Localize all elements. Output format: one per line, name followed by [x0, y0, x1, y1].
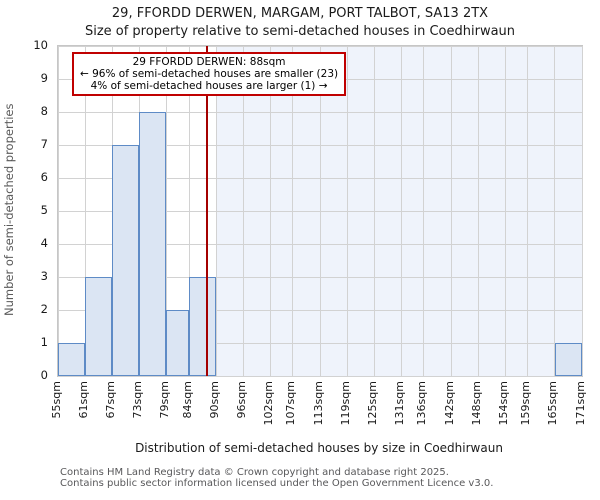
x-tick-label: 154sqm — [496, 381, 510, 426]
grid-line-vertical — [450, 46, 452, 376]
x-tick-label: 171sqm — [573, 381, 587, 426]
chart-subtitle: Size of property relative to semi-detach… — [84, 24, 516, 39]
grid-line-vertical — [242, 46, 244, 376]
histogram-bar — [85, 277, 113, 376]
grid-line-vertical — [346, 46, 348, 376]
y-tick-label: 8 — [40, 104, 48, 118]
grid-line-vertical — [319, 46, 321, 376]
x-tick-label: 55sqm — [49, 381, 63, 419]
y-tick-label: 6 — [40, 170, 48, 184]
x-tick-label: 73sqm — [130, 381, 144, 419]
x-tick-label: 165sqm — [546, 381, 560, 426]
plot-area: 29 FFORDD DERWEN: 88sqm ← 96% of semi-de… — [57, 45, 583, 377]
x-axis-title: Distribution of semi-detached houses by … — [135, 441, 503, 455]
grid-line-vertical — [292, 46, 294, 376]
x-tick-label: 61sqm — [76, 381, 90, 419]
annotation-line1: 29 FFORDD DERWEN: 88sqm — [132, 56, 286, 68]
x-tick-label: 67sqm — [103, 381, 117, 419]
x-tick-label: 113sqm — [311, 381, 325, 426]
y-tick-label: 3 — [40, 269, 48, 283]
chart-title: 29, FFORDD DERWEN, MARGAM, PORT TALBOT, … — [111, 6, 489, 21]
grid-line-vertical — [527, 46, 529, 376]
x-tick-label: 107sqm — [284, 381, 298, 426]
x-tick-label: 102sqm — [261, 381, 275, 426]
x-tick-label: 84sqm — [180, 381, 194, 419]
y-tick-label: 10 — [33, 38, 48, 52]
x-tick-label: 148sqm — [469, 381, 483, 426]
grid-line-vertical — [269, 46, 271, 376]
footer-attribution-line1: Contains HM Land Registry data © Crown c… — [60, 467, 449, 478]
y-tick-label: 0 — [40, 368, 48, 382]
grid-line-vertical — [477, 46, 479, 376]
grid-line-vertical — [165, 46, 167, 376]
x-tick-label: 90sqm — [207, 381, 221, 419]
grid-line-vertical — [84, 46, 86, 376]
y-tick-label: 5 — [40, 203, 48, 217]
footer-attribution-line2: Contains public sector information licen… — [60, 478, 494, 489]
histogram-bar — [189, 277, 217, 376]
annotation-line3: 4% of semi-detached houses are larger (1… — [90, 80, 328, 93]
grid-line-vertical — [581, 46, 583, 376]
x-tick-label: 136sqm — [415, 381, 429, 426]
y-tick-label: 4 — [40, 236, 48, 250]
grid-line-horizontal — [58, 375, 582, 377]
x-tick-label: 119sqm — [338, 381, 352, 426]
y-tick-label: 1 — [40, 335, 48, 349]
grid-line-vertical — [504, 46, 506, 376]
histogram-bar — [139, 112, 167, 376]
y-tick-label: 2 — [40, 302, 48, 316]
x-tick-label: 96sqm — [234, 381, 248, 419]
grid-line-vertical — [373, 46, 375, 376]
x-tick-label: 125sqm — [365, 381, 379, 426]
x-tick-label: 79sqm — [157, 381, 171, 419]
y-tick-label: 7 — [40, 137, 48, 151]
histogram-bar — [554, 343, 582, 376]
property-size-marker-line — [206, 46, 209, 376]
grid-line-vertical — [400, 46, 402, 376]
annotation-box: 29 FFORDD DERWEN: 88sqm ← 96% of semi-de… — [72, 52, 347, 96]
x-tick-label: 131sqm — [392, 381, 406, 426]
y-tick-label: 9 — [40, 71, 48, 85]
x-tick-label: 142sqm — [442, 381, 456, 426]
grid-line-vertical — [57, 46, 59, 376]
grid-line-vertical — [215, 46, 217, 376]
grid-line-vertical — [554, 46, 556, 376]
annotation-line2: ← 96% of semi-detached houses are smalle… — [79, 68, 339, 81]
histogram-bar — [112, 145, 140, 376]
x-tick-label: 159sqm — [519, 381, 533, 426]
grid-line-vertical — [423, 46, 425, 376]
histogram-bar — [58, 343, 86, 376]
histogram-bar — [166, 310, 189, 376]
grid-line-vertical — [188, 46, 190, 376]
